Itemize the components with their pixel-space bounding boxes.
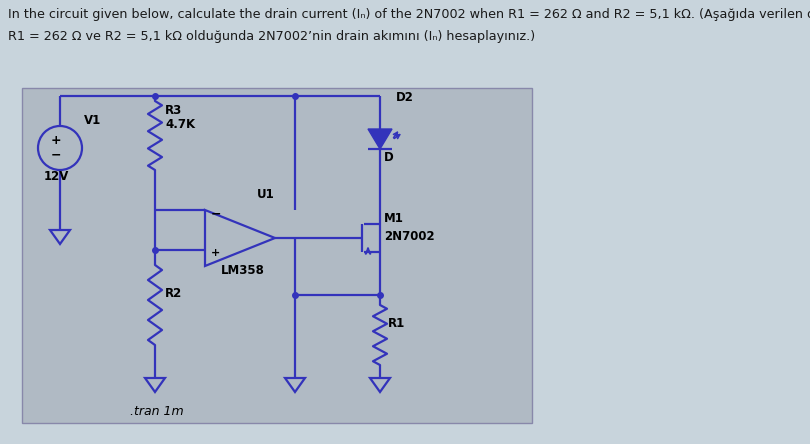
FancyBboxPatch shape (22, 88, 532, 423)
Text: D2: D2 (396, 91, 414, 104)
Text: U1: U1 (257, 188, 275, 201)
Text: +: + (211, 248, 220, 258)
Text: +: + (51, 134, 62, 147)
Text: M1: M1 (384, 212, 404, 225)
Text: In the circuit given below, calculate the drain current (Iₙ) of the 2N7002 when : In the circuit given below, calculate th… (8, 8, 810, 21)
Text: LM358: LM358 (221, 264, 265, 277)
Text: R3: R3 (165, 104, 182, 117)
Text: −: − (51, 148, 62, 162)
Text: V1: V1 (84, 114, 101, 127)
Text: 2N7002: 2N7002 (384, 230, 435, 243)
Text: .tran 1m: .tran 1m (130, 405, 184, 418)
Text: 12V: 12V (43, 170, 69, 183)
Polygon shape (368, 129, 392, 149)
Text: 4.7K: 4.7K (165, 118, 195, 131)
Text: D: D (384, 151, 394, 164)
Text: R1 = 262 Ω ve R2 = 5,1 kΩ olduğunda 2N7002’nin drain akımını (Iₙ) hesaplayınız.): R1 = 262 Ω ve R2 = 5,1 kΩ olduğunda 2N70… (8, 30, 535, 43)
Text: R2: R2 (165, 287, 182, 300)
Text: R1: R1 (388, 317, 405, 330)
Text: −: − (211, 207, 221, 220)
